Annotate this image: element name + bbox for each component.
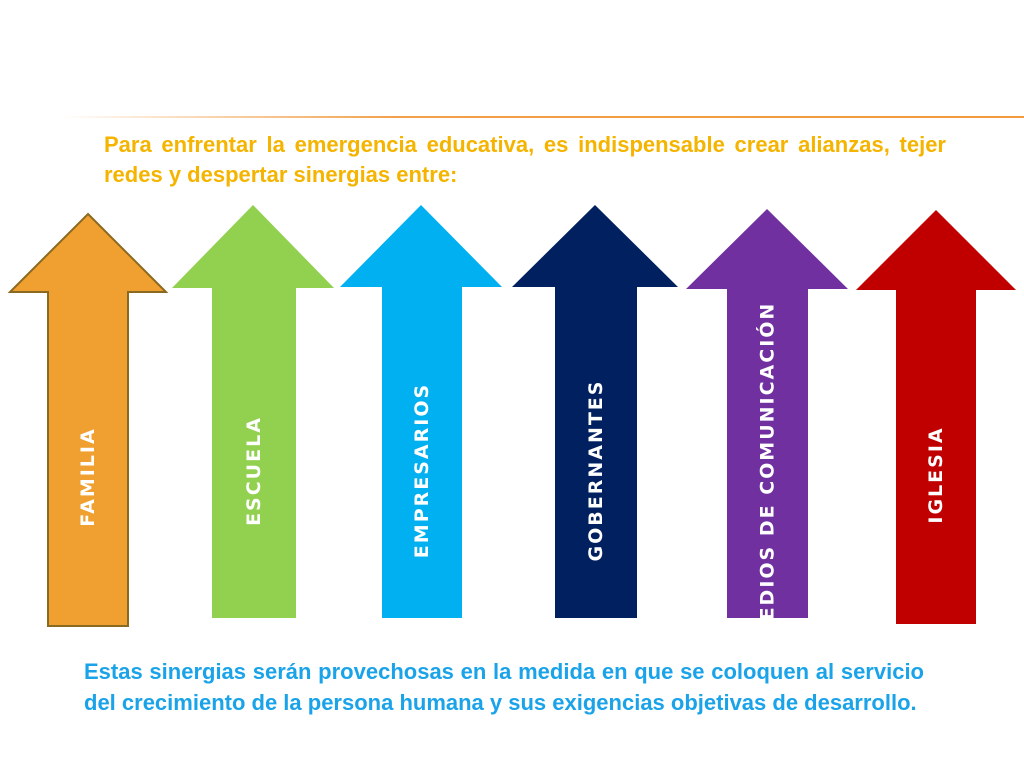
arrow-label-2: ESCUELA	[243, 416, 265, 526]
outro-text: Estas sinergias serán provechosas en la …	[84, 659, 924, 715]
arrow-label-5: MEDIOS DE COMUNICACIÓN	[755, 302, 779, 642]
arrow-1	[7, 212, 169, 627]
intro-text: Para enfrentar la emergencia educativa, …	[104, 132, 946, 187]
arrow-label-1: FAMILIA	[77, 427, 99, 526]
arrow-label-3: EMPRESARIOS	[411, 383, 433, 558]
arrow-label-4: GOBERNANTES	[585, 380, 607, 562]
arrow-3	[340, 205, 502, 618]
top-divider-line	[60, 116, 1024, 118]
arrow-2	[172, 205, 334, 618]
arrow-label-6: IGLESIA	[925, 426, 947, 523]
arrow-6	[856, 210, 1016, 624]
arrow-5	[686, 209, 848, 618]
arrow-4	[512, 205, 678, 618]
